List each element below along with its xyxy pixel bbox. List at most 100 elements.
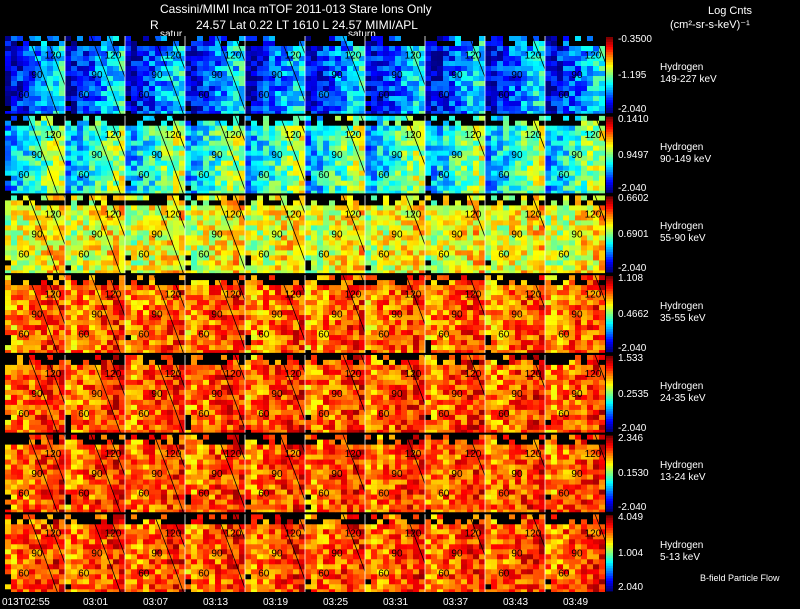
heatmap-cell (251, 115, 258, 121)
heatmap-cell (317, 150, 324, 156)
heatmap-cell (35, 71, 42, 77)
heatmap-cell (503, 175, 510, 181)
heatmap-cell (197, 86, 204, 92)
heatmap-cell (251, 111, 258, 114)
heatmap-cell (281, 86, 288, 92)
heatmap-cell (275, 81, 282, 87)
heatmap-cell (479, 125, 486, 131)
heatmap-cell (77, 260, 84, 266)
heatmap-cell (89, 81, 96, 87)
heatmap-cell (95, 235, 102, 241)
heatmap-cell (269, 250, 276, 256)
heatmap-cell (449, 150, 456, 156)
heatmap-cell (395, 185, 402, 191)
heatmap-cell (557, 155, 564, 161)
heatmap-cell (347, 125, 354, 131)
heatmap-cell (131, 66, 138, 72)
heatmap-cell (149, 230, 156, 236)
heatmap-cell (461, 190, 468, 194)
heatmap-cell (89, 245, 96, 251)
heatmap-cell (551, 120, 558, 126)
heatmap-cell (281, 195, 288, 201)
heatmap-cell (581, 41, 588, 47)
heatmap-cell (479, 265, 486, 271)
heatmap-cell (209, 200, 216, 206)
colorbar-segment (606, 102, 613, 106)
heatmap-cell (77, 195, 84, 201)
heatmap-cell (59, 46, 66, 52)
heatmap-cell (551, 61, 558, 67)
heatmap-cell (35, 215, 42, 221)
heatmap-cell (11, 145, 18, 151)
heatmap-cell (167, 71, 174, 77)
heatmap-cell (533, 101, 540, 107)
heatmap-cell (281, 155, 288, 161)
heatmap-cell (113, 150, 120, 156)
heatmap-cell (131, 145, 138, 151)
heatmap-cell (341, 205, 348, 211)
heatmap-cell (149, 165, 156, 171)
heatmap-cell (461, 225, 468, 231)
heatmap-cell (137, 255, 144, 261)
heatmap-cell (275, 200, 282, 206)
heatmap-cell (539, 46, 546, 52)
heatmap-cell (107, 190, 114, 194)
heatmap-cell (23, 120, 30, 126)
heatmap-cell (11, 265, 18, 271)
heatmap-cell (335, 115, 342, 121)
heatmap-cell (503, 165, 510, 171)
heatmap-cell (527, 115, 534, 121)
heatmap-cell (485, 106, 492, 112)
contour-label: 60 (558, 90, 570, 101)
heatmap-cell (299, 115, 306, 121)
heatmap-cell (89, 96, 96, 102)
contour-label: 90 (451, 230, 463, 241)
pitch-angle-contour (216, 36, 247, 114)
heatmap-cell (227, 150, 234, 156)
heatmap-cell (419, 71, 426, 77)
heatmap-cell (533, 36, 540, 42)
heatmap-cell (293, 61, 300, 67)
heatmap-cell (467, 130, 474, 136)
heatmap-cell (371, 81, 378, 87)
heatmap-cell (545, 36, 552, 42)
heatmap-cell (569, 180, 576, 186)
heatmap-cell (323, 215, 330, 221)
heatmap-cell (485, 115, 492, 121)
heatmap-cell (89, 66, 96, 72)
heatmap-cell (293, 210, 300, 216)
heatmap-cell (545, 61, 552, 67)
heatmap-cell (443, 200, 450, 206)
heatmap-cell (35, 205, 42, 211)
heatmap-cell (551, 46, 558, 52)
heatmap-cell (317, 115, 324, 121)
heatmap-cell (545, 81, 552, 87)
heatmap-cell (377, 185, 384, 191)
heatmap-cell (269, 240, 276, 246)
heatmap-cell (263, 265, 270, 271)
heatmap-cell (83, 200, 90, 206)
heatmap-cell (47, 66, 54, 72)
heatmap-cell (323, 175, 330, 181)
heatmap-cell (449, 91, 456, 97)
heatmap-cell (29, 245, 36, 251)
heatmap-cell (335, 96, 342, 102)
heatmap-cell (599, 125, 605, 131)
heatmap-cell (377, 61, 384, 67)
contour-label: 60 (138, 170, 150, 181)
heatmap-cell (137, 240, 144, 246)
heatmap-cell (599, 120, 605, 126)
heatmap-cell (293, 230, 300, 236)
heatmap-cell (383, 36, 390, 42)
heatmap-cell (149, 265, 156, 271)
heatmap-cell (599, 140, 605, 146)
heatmap-cell (251, 195, 258, 201)
heatmap-cell (191, 101, 198, 107)
heatmap-cell (101, 170, 108, 176)
heatmap-cell (47, 235, 54, 241)
heatmap-cell (167, 210, 174, 216)
heatmap-cell (341, 240, 348, 246)
heatmap-cell (59, 36, 66, 42)
heatmap-cell (263, 160, 270, 166)
heatmap-cell (137, 200, 144, 206)
